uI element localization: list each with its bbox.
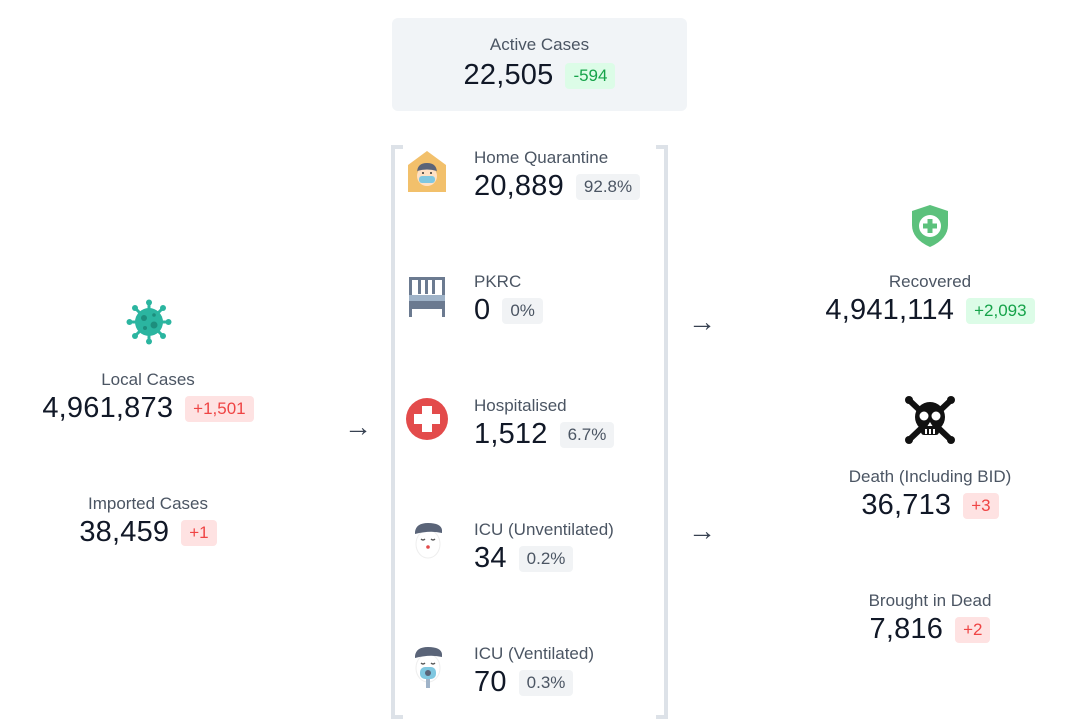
local-cases-label: Local Cases — [101, 370, 195, 389]
icu-unventilated-pct-badge: 0.2% — [518, 545, 574, 572]
bid-stat: Brought in Dead 7,816 +2 — [800, 591, 1060, 646]
breakdown-pkrc: PKRC 0 0% — [474, 272, 543, 327]
imported-cases-value: 38,459 — [79, 516, 170, 548]
arrow-right-icon: → — [344, 411, 372, 442]
imported-cases-label: Imported Cases — [88, 494, 208, 513]
active-cases-change-badge: -594 — [565, 62, 616, 89]
ventilated-patient-icon — [410, 644, 446, 690]
home-quarantine-icon — [406, 149, 448, 193]
arrow-right-icon: → — [688, 306, 716, 337]
death-stat: Death (Including BID) 36,713 +3 — [800, 467, 1060, 522]
icu-ventilated-value: 70 — [474, 666, 507, 698]
icu-unventilated-value: 34 — [474, 542, 507, 574]
pkrc-label: PKRC — [474, 272, 522, 291]
breakdown-home-quarantine: Home Quarantine 20,889 92.8% — [474, 148, 641, 203]
imported-cases-change-badge: +1 — [181, 519, 217, 546]
recovered-stat: Recovered 4,941,114 +2,093 — [800, 272, 1060, 327]
patient-icon — [410, 520, 446, 560]
pkrc-pct-badge: 0% — [502, 297, 543, 324]
hospitalised-label: Hospitalised — [474, 396, 567, 415]
recovered-change-badge: +2,093 — [966, 297, 1035, 324]
virus-icon — [126, 299, 172, 345]
death-value: 36,713 — [861, 489, 952, 521]
recovered-label: Recovered — [888, 272, 972, 291]
home-quarantine-pct-badge: 92.8% — [575, 173, 641, 200]
local-cases-stat: Local Cases 4,961,873 +1,501 — [20, 370, 276, 425]
bed-icon — [406, 273, 448, 319]
local-cases-change-badge: +1,501 — [185, 395, 254, 422]
shield-plus-icon — [908, 203, 952, 249]
bracket-left — [391, 145, 403, 719]
local-cases-value: 4,961,873 — [42, 392, 174, 424]
death-label: Death (Including BID) — [848, 467, 1012, 486]
skull-crossbones-icon — [904, 395, 956, 445]
hospital-cross-icon — [405, 397, 449, 441]
arrow-right-icon: → — [688, 515, 716, 546]
hospitalised-pct-badge: 6.7% — [559, 421, 615, 448]
bid-change-badge: +2 — [955, 616, 991, 643]
active-cases-value: 22,505 — [463, 59, 554, 91]
breakdown-icu-ventilated: ICU (Ventilated) 70 0.3% — [474, 644, 594, 699]
icu-ventilated-pct-badge: 0.3% — [518, 669, 574, 696]
icu-ventilated-label: ICU (Ventilated) — [474, 644, 594, 663]
home-quarantine-value: 20,889 — [474, 170, 564, 202]
pkrc-value: 0 — [474, 294, 491, 326]
active-cases-card: Active Cases 22,505 -594 — [392, 18, 687, 111]
recovered-value: 4,941,114 — [825, 294, 955, 326]
imported-cases-stat: Imported Cases 38,459 +1 — [20, 494, 276, 549]
breakdown-hospitalised: Hospitalised 1,512 6.7% — [474, 396, 615, 451]
hospitalised-value: 1,512 — [474, 418, 548, 450]
bid-value: 7,816 — [869, 613, 944, 645]
death-change-badge: +3 — [963, 492, 999, 519]
active-cases-label: Active Cases — [489, 35, 590, 54]
bid-label: Brought in Dead — [868, 591, 992, 610]
home-quarantine-label: Home Quarantine — [474, 148, 609, 167]
icu-unventilated-label: ICU (Unventilated) — [474, 520, 614, 539]
bracket-right — [656, 145, 668, 719]
breakdown-icu-unventilated: ICU (Unventilated) 34 0.2% — [474, 520, 614, 575]
